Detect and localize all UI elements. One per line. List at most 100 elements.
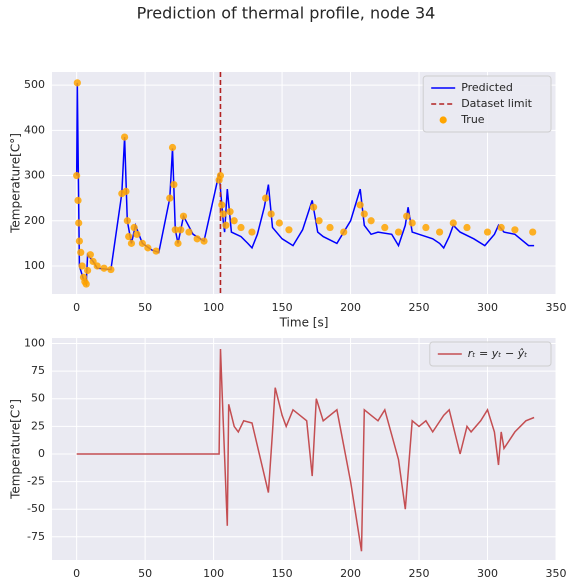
- true-point: [77, 248, 85, 257]
- y-tick-label: -75: [27, 530, 45, 543]
- true-point: [403, 212, 411, 220]
- true-point: [219, 210, 227, 218]
- y-tick-label: 75: [31, 364, 45, 377]
- true-point: [511, 226, 519, 234]
- true-point: [285, 226, 293, 234]
- true-point: [200, 237, 208, 245]
- true-point: [497, 223, 505, 232]
- x-tick-label: 100: [203, 567, 224, 580]
- true-point: [179, 212, 188, 220]
- true-point: [93, 262, 101, 270]
- legend-box: [422, 75, 552, 133]
- y-tick-label: 100: [24, 259, 45, 272]
- y-tick-label: 500: [24, 78, 45, 91]
- true-point: [144, 244, 152, 252]
- true-point: [138, 239, 146, 247]
- plot-area: [52, 338, 556, 560]
- y-axis-label: Temperature[C°]: [9, 133, 23, 234]
- true-point: [171, 226, 179, 234]
- true-point: [177, 226, 185, 234]
- true-point: [449, 219, 457, 227]
- true-point: [326, 223, 334, 232]
- true-point: [100, 264, 108, 272]
- true-point: [86, 251, 94, 259]
- true-point: [166, 194, 174, 202]
- figure-title: Prediction of thermal profile, node 34: [137, 4, 436, 23]
- y-tick-label: -50: [27, 502, 45, 515]
- series-layer: [76, 348, 535, 552]
- true-point: [75, 237, 83, 245]
- true-point: [122, 187, 130, 195]
- x-tick-label: 200: [340, 567, 361, 580]
- true-point: [267, 210, 275, 218]
- legend-label: rₜ = yₜ − ŷₜ: [468, 347, 528, 360]
- x-tick-label: 50: [138, 301, 152, 314]
- true-point: [123, 217, 131, 225]
- true-point: [107, 265, 115, 274]
- true-point: [237, 223, 245, 232]
- true-point: [120, 133, 129, 141]
- y-axis-label: Temperature[C°]: [9, 399, 23, 500]
- true-point: [170, 180, 178, 189]
- true-point: [127, 239, 136, 247]
- true-point: [422, 223, 430, 232]
- x-tick-label: 300: [477, 301, 498, 314]
- x-axis-label: Time [s]: [279, 316, 329, 330]
- true-point: [248, 228, 256, 236]
- true-point: [262, 194, 270, 202]
- y-tick-label: 50: [31, 392, 45, 405]
- legend-label: Predicted: [461, 81, 513, 94]
- y-tick-label: -25: [27, 475, 45, 488]
- true-point: [381, 223, 389, 232]
- true-point: [130, 223, 138, 232]
- true-point: [356, 201, 364, 209]
- y-tick-label: 100: [24, 337, 45, 350]
- true-point: [168, 143, 177, 152]
- true-point: [529, 228, 537, 236]
- true-point: [125, 232, 133, 241]
- true-point: [226, 208, 234, 216]
- true-point: [74, 196, 82, 205]
- true-point: [309, 203, 318, 211]
- true-point: [218, 201, 226, 209]
- series-line: [76, 348, 535, 552]
- true-point: [340, 228, 348, 236]
- true-point: [152, 247, 160, 255]
- true-point: [174, 239, 182, 247]
- true-point: [435, 228, 444, 236]
- true-point: [394, 228, 403, 236]
- y-tick-label: 300: [24, 169, 45, 182]
- x-tick-label: 50: [138, 567, 152, 580]
- x-tick-label: 250: [409, 567, 430, 580]
- true-point: [275, 219, 283, 227]
- true-point: [82, 280, 90, 288]
- x-tick-label: 100: [203, 301, 224, 314]
- legend-label: Dataset limit: [461, 97, 532, 110]
- y-tick-label: 400: [24, 123, 45, 136]
- x-tick-label: 300: [477, 567, 498, 580]
- x-tick-label: 150: [272, 301, 293, 314]
- true-point: [133, 230, 141, 238]
- true-point: [360, 210, 368, 218]
- true-point: [73, 79, 81, 87]
- y-tick-label: 0: [38, 447, 45, 460]
- true-point: [78, 262, 86, 270]
- true-point: [73, 171, 81, 180]
- x-tick-label: 0: [73, 567, 80, 580]
- true-point: [367, 217, 375, 225]
- true-point: [315, 217, 323, 225]
- true-point: [216, 171, 225, 180]
- true-point: [463, 223, 471, 232]
- true-point: [75, 219, 83, 227]
- legend-label: True: [460, 113, 485, 126]
- true-point: [185, 228, 193, 236]
- true-point: [483, 228, 492, 236]
- x-tick-label: 0: [73, 301, 80, 314]
- true-point: [193, 235, 201, 243]
- legend-swatch: [439, 116, 447, 124]
- legend-box: [429, 341, 552, 367]
- x-tick-label: 200: [340, 301, 361, 314]
- y-tick-label: 200: [24, 214, 45, 227]
- true-point: [222, 221, 230, 229]
